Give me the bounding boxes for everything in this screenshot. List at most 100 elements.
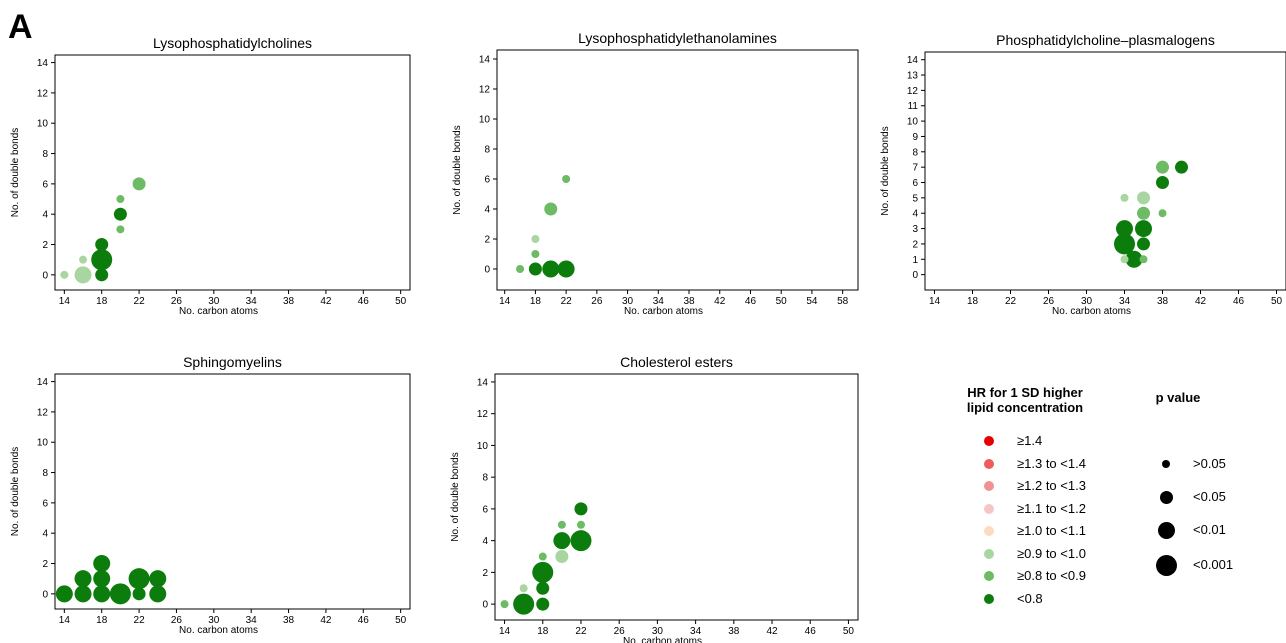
x-tick-label: 22	[575, 626, 587, 637]
y-tick-label: 0	[42, 270, 48, 281]
x-tick-label: 54	[806, 296, 818, 307]
y-tick-label: 12	[37, 407, 49, 418]
p-legend-label: <0.05	[1193, 489, 1226, 504]
y-tick-label: 0	[482, 600, 488, 611]
y-tick-label: 8	[482, 473, 488, 484]
data-point	[93, 555, 111, 573]
chart-title: Sphingomyelins	[183, 354, 282, 370]
data-point	[513, 593, 535, 615]
x-axis-label: No. carbon atoms	[179, 306, 258, 317]
data-point	[542, 260, 560, 278]
x-tick-label: 18	[967, 296, 979, 307]
p-legend-swatch	[1162, 460, 1170, 468]
hr-legend-title-line1: HR for 1 SD higher	[967, 385, 1083, 400]
data-point	[149, 585, 167, 603]
y-tick-label: 10	[37, 438, 49, 449]
y-tick-label: 2	[482, 568, 488, 579]
x-tick-label: 50	[776, 296, 788, 307]
x-tick-label: 38	[728, 626, 740, 637]
data-point	[113, 207, 127, 221]
data-point	[1137, 237, 1150, 251]
data-point	[555, 550, 569, 564]
p-legend-title: p value	[1155, 390, 1201, 405]
y-tick-label: 4	[482, 536, 488, 547]
x-tick-label: 26	[1043, 296, 1055, 307]
data-point	[557, 520, 566, 529]
x-tick-label: 26	[171, 615, 183, 626]
hr-legend-title: HR for 1 SD higher lipid concentration	[955, 385, 1095, 415]
data-point	[574, 502, 588, 516]
y-tick-label: 9	[912, 132, 918, 143]
x-tick-label: 34	[653, 296, 665, 307]
y-tick-label: 10	[479, 115, 491, 126]
chart-title: Phosphatidylcholine–plasmalogens	[996, 32, 1215, 48]
x-tick-label: 30	[652, 626, 664, 637]
data-point	[562, 175, 571, 183]
data-point	[1175, 160, 1188, 174]
y-tick-label: 0	[42, 589, 48, 600]
hr-legend-label: ≥0.9 to <1.0	[1017, 545, 1086, 561]
data-point	[516, 265, 525, 273]
x-tick-label: 34	[1119, 296, 1131, 307]
x-tick-label: 58	[837, 296, 849, 307]
y-tick-label: 14	[477, 377, 489, 388]
y-tick-label: 7	[912, 163, 918, 174]
p-legend-label: <0.001	[1193, 557, 1234, 572]
x-tick-label: 46	[1233, 296, 1245, 307]
data-point	[1156, 160, 1169, 174]
data-point	[128, 568, 150, 590]
data-point	[519, 584, 528, 593]
y-tick-label: 14	[907, 55, 919, 66]
data-point	[536, 597, 550, 611]
hr-legend-label: ≥1.3 to <1.4	[1017, 455, 1086, 471]
hr-legend-swatch	[984, 526, 994, 536]
hr-legend-label: <0.8	[1017, 590, 1043, 606]
data-point	[93, 585, 111, 603]
data-point	[1135, 220, 1152, 238]
x-axis-label: No. carbon atoms	[624, 306, 703, 317]
x-tick-label: 30	[208, 615, 220, 626]
x-tick-label: 38	[283, 296, 295, 307]
x-tick-label: 50	[843, 626, 855, 637]
hr-legend-label: ≥1.2 to <1.3	[1017, 478, 1086, 493]
panel-letter: A	[8, 8, 33, 46]
y-tick-label: 0	[484, 265, 490, 276]
x-tick-label: 42	[320, 296, 332, 307]
x-tick-label: 42	[1195, 296, 1207, 307]
y-tick-label: 1	[912, 255, 918, 266]
x-tick-label: 42	[766, 626, 778, 637]
chart-title: Cholesterol esters	[620, 354, 733, 370]
data-point	[1139, 255, 1148, 264]
y-tick-label: 10	[37, 119, 49, 130]
y-tick-label: 6	[42, 498, 48, 509]
y-tick-label: 0	[912, 270, 918, 281]
data-point	[538, 552, 547, 561]
chart-title: Lysophosphatidylethanolamines	[578, 30, 777, 46]
x-tick-label: 34	[690, 626, 702, 637]
hr-legend-swatch	[984, 436, 994, 446]
hr-legend-swatch	[984, 458, 994, 469]
x-tick-label: 46	[805, 626, 817, 637]
plot-frame	[924, 51, 1286, 291]
x-tick-label: 38	[683, 296, 695, 307]
y-tick-label: 2	[42, 240, 48, 251]
x-tick-label: 22	[134, 615, 146, 626]
y-tick-label: 6	[42, 179, 48, 190]
x-tick-label: 26	[614, 626, 626, 637]
x-tick-label: 46	[358, 296, 370, 307]
data-point	[557, 260, 575, 278]
x-axis-label: No. carbon atoms	[179, 625, 258, 636]
x-tick-label: 34	[246, 296, 258, 307]
data-point	[576, 520, 585, 529]
y-axis-label: No. of double bonds	[450, 452, 461, 542]
data-point	[532, 561, 554, 583]
x-tick-label: 18	[537, 626, 549, 637]
data-point	[528, 262, 542, 276]
y-tick-label: 5	[912, 193, 918, 204]
y-tick-label: 10	[477, 441, 489, 452]
hr-legend-label: ≥1.0 to <1.1	[1017, 523, 1086, 538]
y-tick-label: 8	[912, 147, 918, 158]
